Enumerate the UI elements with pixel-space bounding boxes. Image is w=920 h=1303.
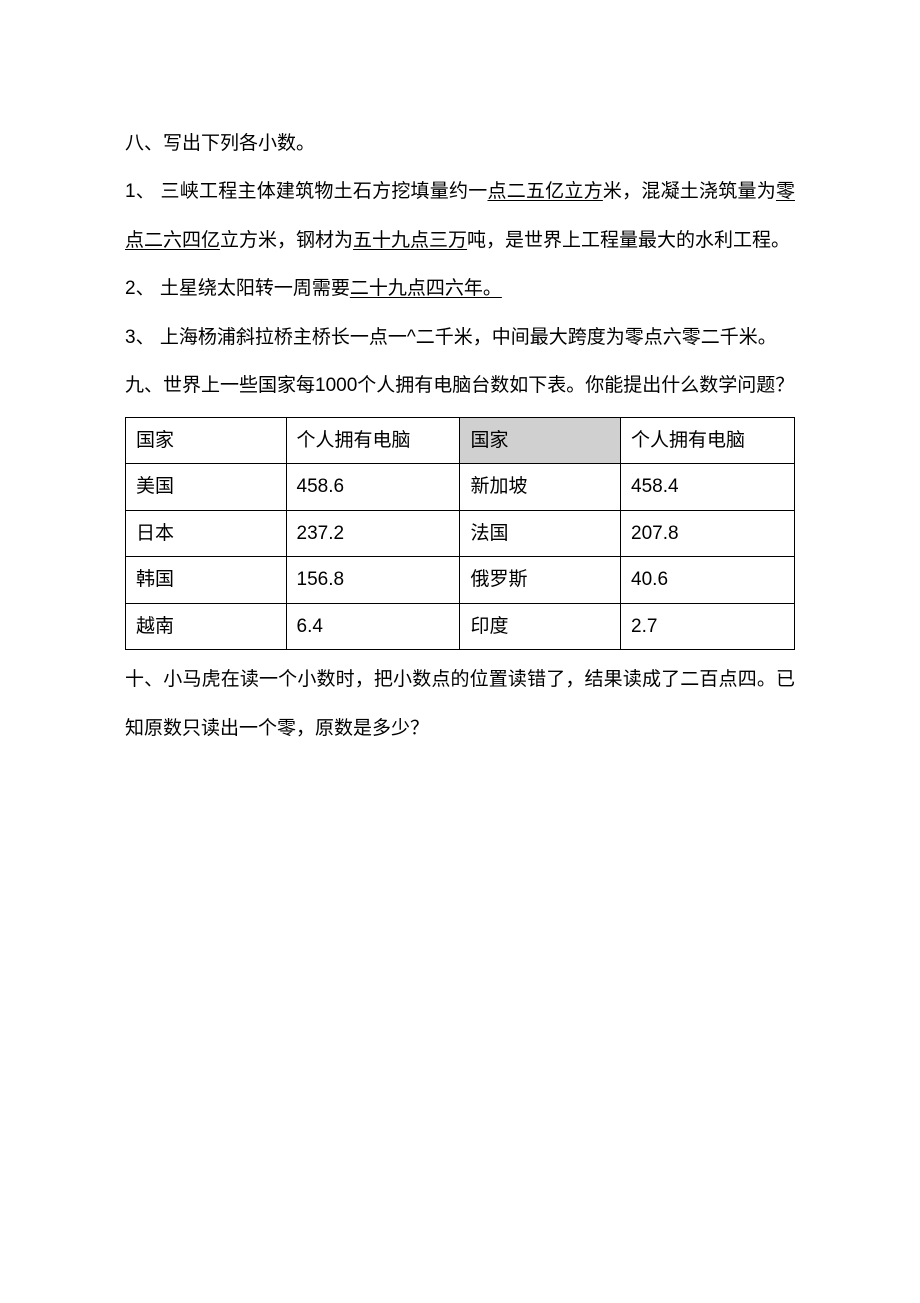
table-cell: 207.8 <box>621 510 795 557</box>
table-header: 个人拥有电脑 <box>621 417 795 464</box>
table-cell: 越南 <box>126 603 287 650</box>
section-8-heading: 八、写出下列各小数。 <box>125 120 795 168</box>
text-fragment: 米，混凝土浇筑量为 <box>603 181 776 202</box>
data-table: 国家 个人拥有电脑 国家 个人拥有电脑 美国 458.6 新加坡 458.4 日… <box>125 417 795 651</box>
underlined-text: 点二五亿立方 <box>487 181 602 202</box>
table-cell: 日本 <box>126 510 287 557</box>
section-9-heading: 九、世界上一些国家每1000个人拥有电脑台数如下表。你能提出什么数学问题？ <box>125 362 795 410</box>
table-row: 日本 237.2 法国 207.8 <box>126 510 795 557</box>
table-cell: 6.4 <box>286 603 460 650</box>
table-cell: 美国 <box>126 464 287 511</box>
page: 八、写出下列各小数。 1、 三峡工程主体建筑物土石方挖填量约一点二五亿立方米，混… <box>0 0 920 793</box>
table-cell: 458.6 <box>286 464 460 511</box>
section-8-item-2: 2、 土星绕太阳转一周需要二十九点四六年。 <box>125 265 795 313</box>
table-cell: 2.7 <box>621 603 795 650</box>
table-row: 韩国 156.8 俄罗斯 40.6 <box>126 557 795 604</box>
underlined-text: 五十九点三万 <box>353 230 467 251</box>
section-8-item-1: 1、 三峡工程主体建筑物土石方挖填量约一点二五亿立方米，混凝土浇筑量为零点二六四… <box>125 168 795 265</box>
text-fragment: 2、 土星绕太阳转一周需要 <box>125 278 350 299</box>
table-cell: 法国 <box>460 510 621 557</box>
underlined-text: 二十九点四六年。 <box>350 278 502 299</box>
section-10-heading: 十、小马虎在读一个小数时，把小数点的位置读错了，结果读成了二百点四。已知原数只读… <box>125 656 795 753</box>
table-row: 越南 6.4 印度 2.7 <box>126 603 795 650</box>
table-cell: 40.6 <box>621 557 795 604</box>
table-row: 美国 458.6 新加坡 458.4 <box>126 464 795 511</box>
text-fragment: 吨，是世界上工程量最大的水利工程。 <box>467 230 790 251</box>
table-header-row: 国家 个人拥有电脑 国家 个人拥有电脑 <box>126 417 795 464</box>
table-cell: 237.2 <box>286 510 460 557</box>
text-fragment: 1、 三峡工程主体建筑物土石方挖填量约一 <box>125 181 487 202</box>
section-8-item-3: 3、 上海杨浦斜拉桥主桥长一点一^二千米，中间最大跨度为零点六零二千米。 <box>125 314 795 362</box>
table-cell: 印度 <box>460 603 621 650</box>
table-cell: 俄罗斯 <box>460 557 621 604</box>
table-header: 国家 <box>126 417 287 464</box>
table-header: 国家 <box>460 417 621 464</box>
table-cell: 新加坡 <box>460 464 621 511</box>
table-cell: 韩国 <box>126 557 287 604</box>
text-fragment: 立方米，钢材为 <box>220 230 353 251</box>
table-header: 个人拥有电脑 <box>286 417 460 464</box>
table-cell: 156.8 <box>286 557 460 604</box>
table-cell: 458.4 <box>621 464 795 511</box>
